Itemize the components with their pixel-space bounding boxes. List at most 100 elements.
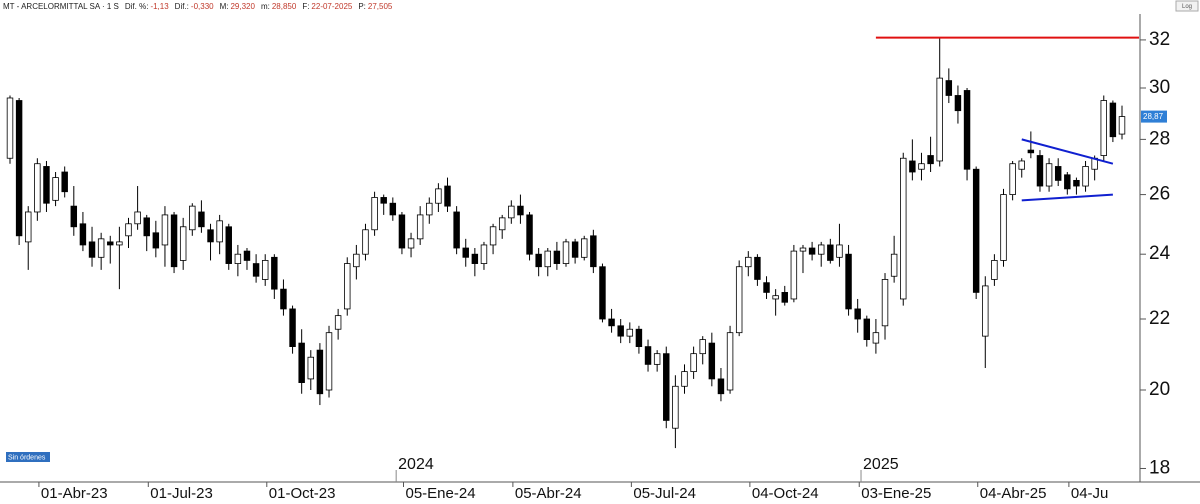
candle-body [1073,179,1080,187]
candle-body [808,247,816,255]
candle-body [170,214,178,268]
x-tick-label: 04-Ju [1071,485,1109,502]
log-button-label[interactable]: Log [1182,4,1192,10]
candle-body [325,332,333,391]
candle-body [717,378,725,395]
candle-body [663,353,670,421]
candle-body [498,217,506,231]
candle-body [380,197,387,204]
x-tick-label: 01-Oct-23 [269,485,336,502]
x-tick-label: 05-Abr-24 [515,485,582,502]
candle-body [480,244,488,264]
candle-body [471,253,479,264]
candle-body [216,220,223,243]
stat-value: -0,330 [191,2,214,11]
candle-body [526,214,533,255]
candle-body [900,157,907,300]
candle-body [225,226,232,264]
candle-body [289,308,296,348]
candle-body [353,253,360,268]
x-tick-label: 03-Ene-25 [861,485,931,502]
candle-body [608,318,615,327]
candle-body [61,171,68,193]
last-price-label: 28,87 [1143,112,1164,121]
candle-body [1064,174,1071,190]
candle-body [635,328,643,348]
candle-body [362,229,369,255]
candle-body [909,160,916,173]
candle-body [1000,194,1007,261]
candle-body [1036,155,1044,187]
candle-body [88,241,96,258]
candle-body [845,253,852,310]
candle-body [298,342,305,383]
candle-body [954,95,962,112]
candle-body [52,177,59,201]
stat-label: Dif. %: [125,2,149,11]
candle-body [1109,102,1117,138]
stat-label: P: [358,2,366,11]
x-tick-label: 05-Jul-24 [633,485,696,502]
candle-body [6,97,14,159]
x-tick-label: 04-Oct-24 [752,485,819,502]
candle-body [453,211,460,249]
x-tick-label: 04-Abr-25 [980,485,1047,502]
candle-body [1082,166,1089,187]
x-tick-label: 01-Abr-23 [41,485,108,502]
candle-body [599,266,606,320]
candle-body [1027,149,1035,154]
candle-body [316,349,324,395]
x-tick-label: 01-Jul-23 [150,485,213,502]
candle-body [1045,163,1053,187]
stat-label: Dif.: [175,2,189,11]
candle-body [562,241,570,264]
y-tick-label: 28 [1149,128,1170,149]
candle-body [817,244,825,255]
y-tick-label: 32 [1149,29,1170,50]
candle-body [972,168,980,293]
candle-body [781,292,788,303]
candle-body [690,353,697,373]
candle-body [389,202,397,216]
candle-body [890,253,898,277]
candle-body [344,263,351,310]
candle-body [1118,116,1126,135]
candle-body [836,244,843,258]
candle-body [799,247,807,252]
log-button[interactable] [1175,0,1199,12]
candle-body [125,223,132,237]
header: MT - ARCELORMITTAL SA · 1 S Dif. %: -1,13 D… [3,2,393,11]
candle-body [517,205,524,216]
candle-body [918,163,925,170]
candle-body [699,339,706,355]
candle-body [681,371,688,387]
candle-body [927,155,934,165]
candle-body [508,205,515,219]
candle-body [735,266,743,334]
candle-body [15,100,23,237]
candle-body [407,238,415,249]
candle-body [179,226,187,261]
candle-body [763,282,770,293]
stat-value: 28,850 [272,2,297,11]
candle-body [70,205,78,228]
candle-body [271,256,278,290]
candle-body [644,346,652,365]
candle-body [307,356,315,380]
stat-value: -1,13 [150,2,169,11]
orders-badge-label: Sin órdenes [8,454,46,461]
candle-body [544,250,551,268]
candle-body [581,238,588,258]
candle-body [571,241,579,258]
candle-body [234,253,242,264]
candle-body [252,263,260,277]
y-tick-label: 26 [1149,184,1170,205]
y-tick-label: 18 [1149,457,1170,478]
candle-body [790,250,798,300]
candle-body [827,244,834,261]
candle-body [726,332,734,391]
candle-body [207,229,214,243]
candle-body [426,202,433,216]
